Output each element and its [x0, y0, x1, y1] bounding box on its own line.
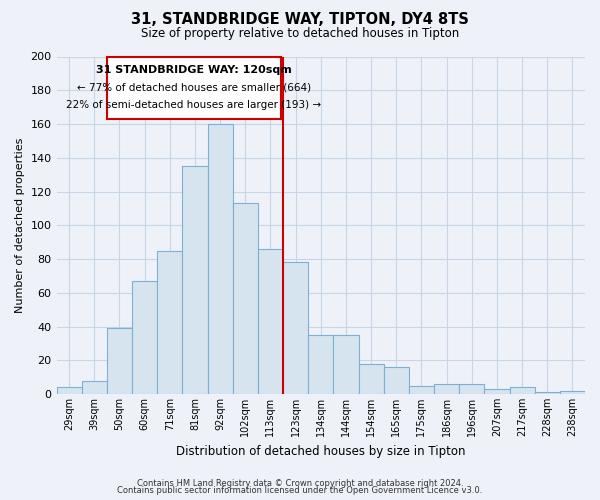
Y-axis label: Number of detached properties: Number of detached properties — [15, 138, 25, 313]
X-axis label: Distribution of detached houses by size in Tipton: Distribution of detached houses by size … — [176, 444, 466, 458]
Text: Contains public sector information licensed under the Open Government Licence v3: Contains public sector information licen… — [118, 486, 482, 495]
Text: 31 STANDBRIDGE WAY: 120sqm: 31 STANDBRIDGE WAY: 120sqm — [96, 65, 292, 75]
Bar — [383, 367, 409, 394]
Bar — [82, 380, 107, 394]
Bar — [56, 388, 82, 394]
Bar — [132, 281, 157, 394]
Bar — [535, 392, 560, 394]
Bar — [258, 249, 283, 394]
Bar — [283, 262, 308, 394]
Text: 22% of semi-detached houses are larger (193) →: 22% of semi-detached houses are larger (… — [66, 100, 321, 110]
Bar — [182, 166, 208, 394]
Bar — [334, 335, 359, 394]
Text: 31, STANDBRIDGE WAY, TIPTON, DY4 8TS: 31, STANDBRIDGE WAY, TIPTON, DY4 8TS — [131, 12, 469, 28]
Bar — [233, 204, 258, 394]
Bar — [208, 124, 233, 394]
Bar — [107, 328, 132, 394]
Text: ← 77% of detached houses are smaller (664): ← 77% of detached houses are smaller (66… — [77, 82, 311, 92]
Bar — [359, 364, 383, 394]
FancyBboxPatch shape — [107, 56, 281, 119]
Bar — [459, 384, 484, 394]
Bar — [409, 386, 434, 394]
Bar — [509, 388, 535, 394]
Text: Size of property relative to detached houses in Tipton: Size of property relative to detached ho… — [141, 28, 459, 40]
Bar — [560, 390, 585, 394]
Text: Contains HM Land Registry data © Crown copyright and database right 2024.: Contains HM Land Registry data © Crown c… — [137, 478, 463, 488]
Bar — [434, 384, 459, 394]
Bar — [157, 250, 182, 394]
Bar — [484, 389, 509, 394]
Bar — [308, 335, 334, 394]
